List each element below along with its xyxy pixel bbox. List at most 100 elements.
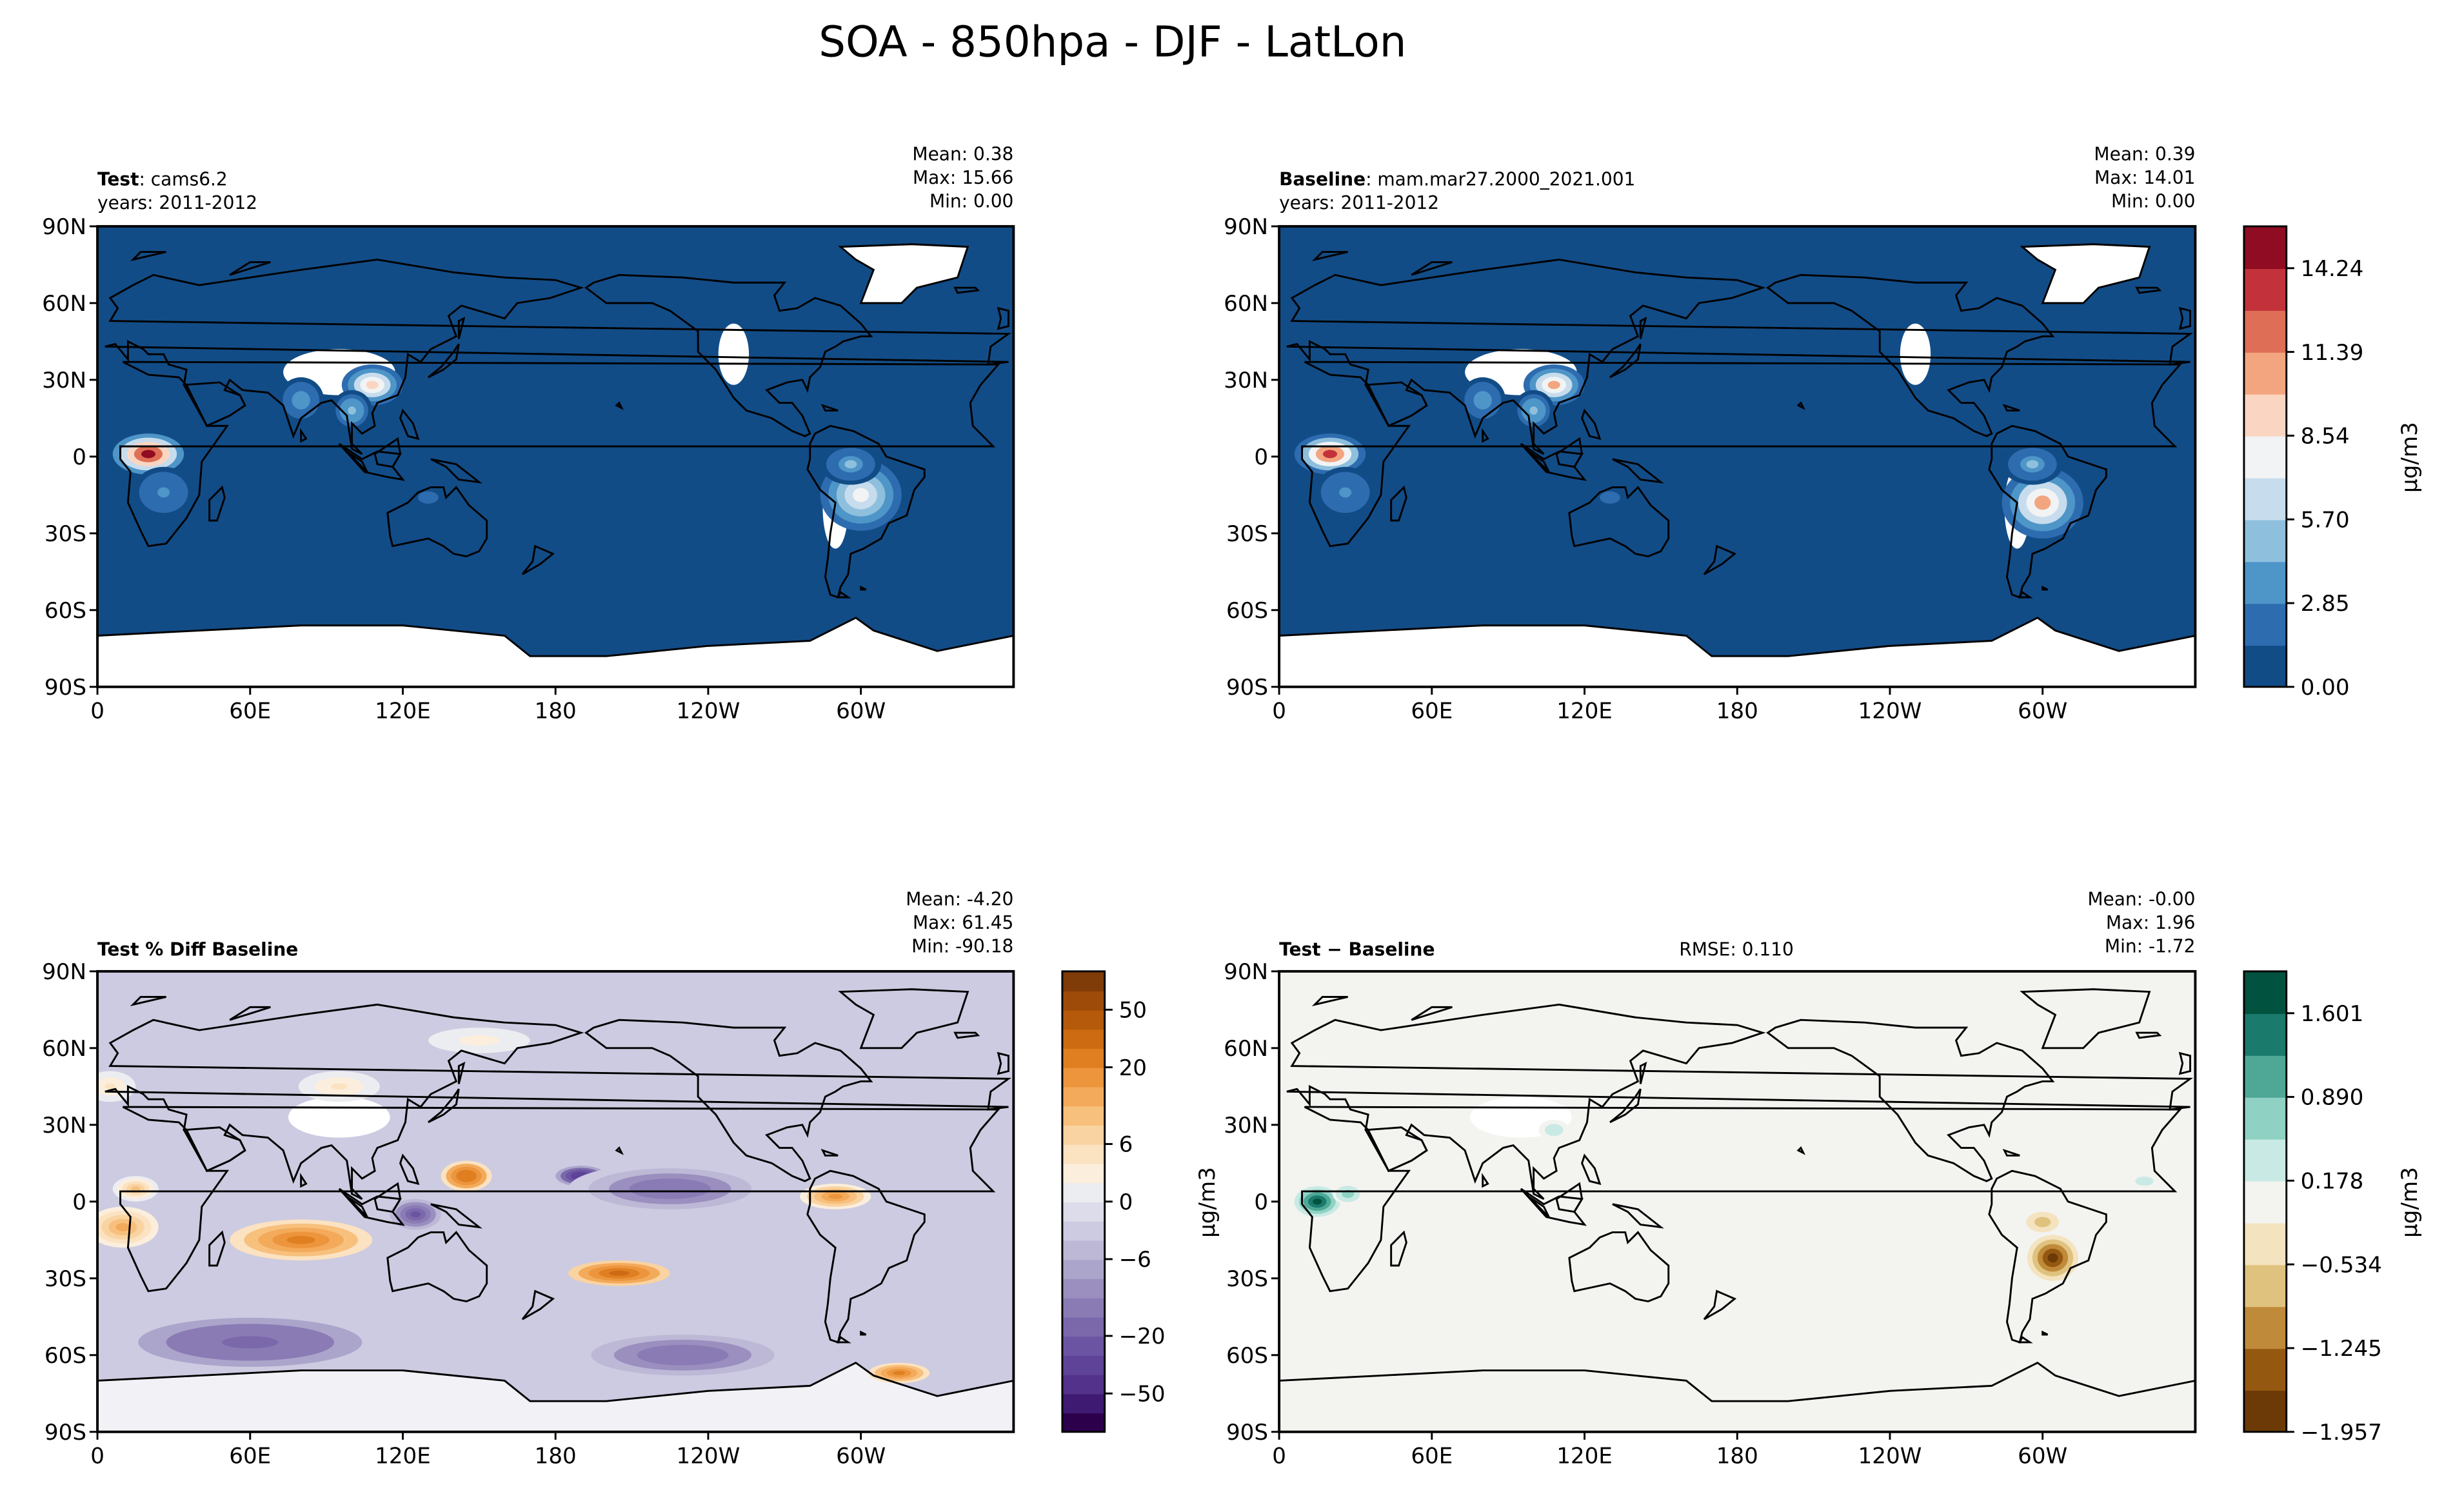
colorbar-baseline: 0.00 2.85 5.70 8.54 11.39 14.24 [2243,225,2363,701]
y-tick-label: 30S [45,1266,86,1292]
coast-britain [2178,1051,2191,1075]
x-tick-label: 120E [1556,699,1613,724]
panel-diff-max: Max: 1.96 [2106,912,2196,933]
contour-east-asia-4 [366,381,379,390]
x-tick-label: 120W [1858,1444,1922,1469]
x-tick-label: 0 [1272,1444,1286,1469]
panel-diff-mean: Mean: -0.00 [2087,889,2195,910]
contour-southern-ocean-b-4 [659,1349,706,1360]
colorbar-frame [2243,225,2288,688]
x-tick-label: 120W [1858,699,1922,724]
coast-hawaii [615,1146,624,1155]
colorbar-tick-label: 20 [1119,1055,1147,1081]
x-tick-label: 120W [677,1444,740,1469]
contour-central-asia-4 [331,1083,348,1090]
colorbar-swatch [1062,1067,1105,1088]
rockies-mask [1900,323,1931,385]
colorbar-swatch [1062,1182,1105,1203]
coast-new-guinea [430,458,482,484]
coast-tierra-del-fuego [2018,1335,2033,1344]
coast-iceland [2135,1031,2162,1039]
coast-sakhalin [457,316,466,339]
coast-australia [1568,1231,1670,1303]
coast-sakhalin [1639,316,1647,339]
coast-madagascar [1390,1230,1407,1267]
coast-iceland [953,1031,980,1039]
colorbar-tick-label: −1.957 [2301,1420,2382,1446]
panel-diff-min: Min: -1.72 [2105,936,2195,957]
coast-south-america [806,424,926,599]
antarctica-shade [97,1362,1014,1432]
coastlines [1279,988,2196,1432]
map-field [1279,226,2196,687]
coast-svalbard [1311,251,1348,262]
map-field [97,226,1014,687]
colorbar-swatch [1062,1336,1105,1357]
contour-central-africa-4 [141,450,155,459]
colorbar-tick-label: −0.534 [2301,1252,2382,1278]
colorbar-swatch [2243,1347,2287,1391]
coast-falklands [2042,585,2049,591]
coast-eurasia [104,1003,1011,1200]
y-tick-label: 30S [1226,521,1268,547]
colorbar-swatch [1062,971,1105,991]
x-tick-label: 120E [1556,1444,1613,1469]
colorbar-swatch [1062,1240,1105,1260]
coast-eurasia [1286,1003,2193,1200]
coastlines [1279,243,2196,687]
coastlines [97,243,1014,687]
panel-pct-diff-min: Min: -90.18 [911,936,1013,957]
colorbar-swatch [2243,1055,2287,1098]
colorbar-diff: −1.957 −1.245 −0.534 0.178 0.890 1.601 [2243,970,2382,1446]
contour-amazon-4 [844,460,857,469]
colorbar-swatch [2243,226,2287,269]
coast-africa [1301,1106,2182,1293]
coast-south-america [1988,1169,2107,1344]
panel-pct-diff-mean: Mean: -4.20 [906,889,1013,910]
coast-greenland [2020,988,2151,1049]
coast-novaya-zemlya [1411,1006,1453,1021]
coast-borneo [1555,1182,1584,1213]
coast-arabia [182,1126,246,1173]
coast-arabia [1364,1126,1428,1173]
panel-test-max: Max: 15.66 [913,167,1013,188]
y-tick-label: 30N [42,1113,86,1138]
colorbar-swatch [2243,1389,2287,1433]
coast-madagascar [1390,485,1407,522]
coast-borneo [1555,437,1584,468]
colorbar-swatch [1062,1124,1105,1145]
colorbar-swatch [2243,644,2287,688]
y-tick-label: 90N [42,959,86,985]
y-tick-label: 60S [1226,1343,1268,1369]
coast-iceland [2135,286,2162,294]
coast-philippines [399,408,420,441]
coast-japan [1609,1088,1642,1124]
panel-pct-diff-title: Test % Diff Baseline [97,939,298,960]
colorbar-tick-label: 0.890 [2301,1085,2364,1111]
x-tick-label: 60E [1411,699,1453,724]
contour-north-australia-4 [1605,494,1615,501]
panel-baseline-years: years: 2011-2012 [1279,192,1439,214]
map-test: 0 60E 120E 180 120W 60W 90N 60N 30N 0 30S 60S 90S [42,214,1015,724]
coast-sakhalin [457,1061,466,1084]
colorbar-tick-label: 2.85 [2301,591,2350,617]
coast-sakhalin [1639,1061,1647,1084]
y-tick-label: 90N [42,214,86,240]
coast-greenland [838,988,969,1049]
map-field [97,971,1014,1432]
coast-hawaii [615,401,624,410]
contour-south-africa-4 [157,487,170,498]
x-tick-label: 60W [2018,1444,2067,1469]
coast-japan [428,1088,460,1124]
contour-south-america-4 [853,488,869,502]
coast-philippines [1581,1153,1602,1186]
coast-falklands [860,1330,867,1336]
y-tick-label: 30N [1224,1113,1268,1138]
y-tick-label: 90N [1224,959,1268,985]
x-tick-label: 0 [1272,699,1286,724]
contour-central-africa-b-4 [1344,1191,1351,1197]
coast-africa [1301,361,2182,548]
panel-diff-rmse: RMSE: 0.110 [1679,939,1794,960]
coast-philippines [1581,408,1602,441]
panel-test-years: years: 2011-2012 [97,192,257,214]
